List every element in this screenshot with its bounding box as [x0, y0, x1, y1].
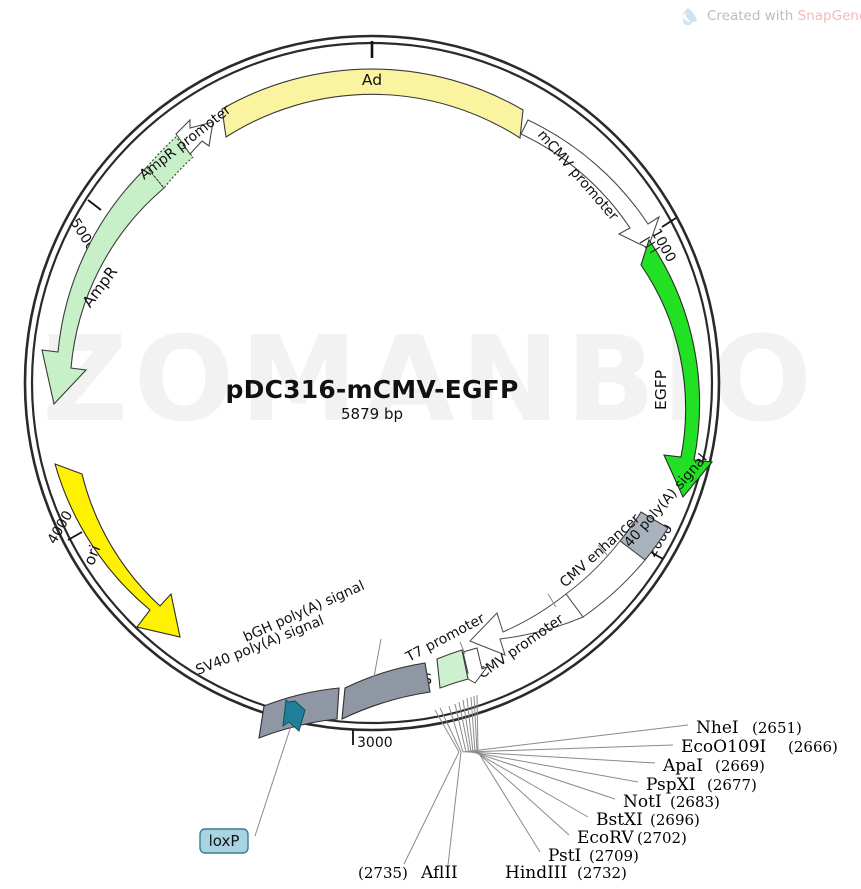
restriction-site-name-nheI[interactable]: NheI — [696, 718, 739, 738]
restriction-site-name-apaI[interactable]: ApaI — [662, 756, 703, 776]
tick-label-3000: 3000 — [357, 735, 393, 751]
restriction-site-name-ecoRV[interactable]: EcoRV — [577, 828, 634, 848]
restriction-site-pos-apaI: (2669) — [715, 757, 765, 775]
loxp-callout[interactable]: loxP — [199, 828, 249, 854]
restriction-site-pos-ecoRV: (2702) — [637, 829, 687, 847]
feature-ori[interactable]: ori — [54, 463, 181, 638]
feature-cmv-promoter[interactable]: CMV promoter — [469, 593, 584, 682]
restriction-site-list: NheI (2651) EcoO109I (2666) ApaI (2669) … — [358, 718, 838, 883]
feature-egfp[interactable]: EGFP — [639, 236, 714, 499]
restriction-site-pos-pspXI: (2677) — [707, 776, 757, 794]
restriction-site-pos-bstXI: (2696) — [650, 811, 700, 829]
restriction-site-pos-notI: (2683) — [670, 793, 720, 811]
restriction-site-name-ecoO109I[interactable]: EcoO109I — [681, 737, 766, 757]
restriction-site-name-pspXI[interactable]: PspXI — [646, 775, 695, 795]
restriction-site-pos-ecoO109I: (2666) — [788, 738, 838, 756]
plasmid-name: pDC316-mCMV-EGFP — [226, 375, 519, 404]
restriction-site-name-hindIII[interactable]: HindIII — [505, 863, 567, 883]
restriction-site-name-aflII[interactable]: AflII — [420, 863, 458, 883]
feature-label-egfp: EGFP — [652, 370, 670, 410]
ruler-ticks: 1000 2000 3000 4000 5000 — [45, 199, 679, 751]
restriction-site-name-bstXI[interactable]: BstXI — [596, 810, 643, 830]
restriction-site-pos-hindIII: (2732) — [577, 864, 627, 882]
restriction-site-name-notI[interactable]: NotI — [623, 792, 662, 812]
feature-ad[interactable]: Ad — [221, 68, 524, 139]
restriction-site-pos-aflII: (2735) — [358, 864, 408, 882]
restriction-site-pos-pstI: (2709) — [589, 847, 639, 865]
feature-mcmv-promoter[interactable]: mCMV promoter — [520, 119, 661, 249]
loxp-callout-leader — [254, 725, 292, 837]
snapgene-label: Created with SnapGene® — [707, 8, 861, 24]
restriction-site-pos-nheI: (2651) — [752, 719, 802, 737]
feature-loxp[interactable] — [282, 698, 306, 732]
loxp-callout-label: loxP — [209, 832, 240, 850]
snapgene-logo-icon — [682, 8, 697, 26]
plasmid-size: 5879 bp — [341, 405, 403, 423]
restriction-site-name-pstI[interactable]: PstI — [548, 846, 581, 866]
feature-label-ad: Ad — [362, 71, 382, 89]
snapgene-branding: Created with SnapGene® — [682, 8, 861, 26]
restriction-site-leaders — [403, 694, 689, 866]
